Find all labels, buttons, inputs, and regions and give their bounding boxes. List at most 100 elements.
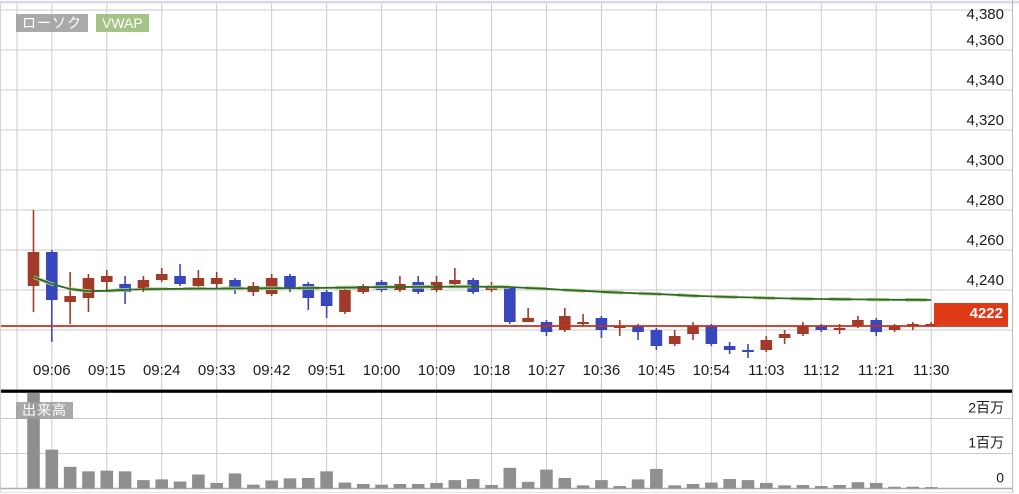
volume-bar [45, 449, 59, 489]
volume-bar [411, 483, 425, 489]
svg-text:10:09: 10:09 [418, 362, 456, 379]
svg-text:09:15: 09:15 [88, 362, 126, 379]
svg-text:10:18: 10:18 [473, 362, 511, 379]
volume-legend-badge: 出来高 [16, 402, 73, 419]
candle-body [558, 316, 571, 330]
svg-text:2百万: 2百万 [968, 400, 1004, 416]
candle-body [27, 252, 40, 286]
candle-body [64, 296, 76, 302]
svg-text:4,240: 4,240 [966, 272, 1004, 289]
svg-text:11:03: 11:03 [748, 362, 784, 379]
svg-text:4,340: 4,340 [966, 72, 1004, 89]
volume-bar [576, 485, 590, 489]
candlestick-legend-badge[interactable]: ローソク [16, 14, 88, 32]
candle-body [632, 326, 644, 332]
candle-body [723, 346, 736, 350]
volume-bar [356, 483, 370, 489]
candle-body [357, 286, 370, 292]
volume-bar [521, 481, 535, 489]
price-axis-labels: 4,380 4,360 4,340 4,320 4,300 4,280 4,260 4,240 [966, 6, 1004, 289]
volume-bars [27, 392, 938, 489]
volume-bar [741, 480, 755, 489]
svg-text:4,360: 4,360 [966, 32, 1004, 49]
candle-body [82, 278, 95, 298]
vwap-legend-badge[interactable]: VWAP [96, 14, 149, 32]
volume-bar [393, 483, 407, 489]
candle-body [907, 324, 919, 326]
svg-text:4,320: 4,320 [966, 112, 1004, 129]
volume-bar [338, 482, 352, 489]
svg-text:09:33: 09:33 [198, 362, 236, 379]
svg-text:09:06: 09:06 [33, 362, 71, 379]
candle-body [229, 280, 241, 290]
volume-bar [723, 479, 736, 489]
candle-body [815, 326, 828, 330]
volume-bar [247, 484, 260, 489]
volume-bar [558, 478, 572, 489]
svg-text:10:54: 10:54 [693, 362, 731, 379]
candle-body [449, 280, 461, 284]
candle-body [760, 340, 773, 350]
volume-axis-labels: 2百万 1百万 0 [968, 400, 1004, 486]
svg-text:09:24: 09:24 [143, 362, 181, 379]
volume-bar [888, 486, 901, 489]
candle-body [668, 336, 681, 344]
candle-body [925, 324, 937, 326]
volume-bar [851, 482, 865, 489]
volume-bar [650, 468, 663, 489]
volume-bar [613, 486, 627, 489]
candle-body [833, 328, 846, 330]
candle-body [265, 278, 278, 294]
volume-bar [137, 480, 150, 489]
svg-text:09:51: 09:51 [308, 362, 346, 379]
candle-body [797, 326, 809, 334]
volume-bar [375, 484, 388, 489]
candle-body [778, 334, 791, 338]
candle-body [504, 288, 516, 322]
volume-bar [869, 482, 883, 489]
svg-text:10:45: 10:45 [638, 362, 676, 379]
svg-text:11:12: 11:12 [803, 362, 839, 379]
svg-text:11:21: 11:21 [858, 362, 894, 379]
candle-body [705, 326, 718, 344]
volume-bar [118, 471, 132, 489]
candle-body [613, 326, 626, 328]
candle-body [595, 318, 608, 330]
volume-bar [503, 467, 517, 489]
candle-body [577, 322, 589, 324]
volume-bar [595, 480, 608, 489]
volume-bar [924, 487, 938, 489]
svg-text:1百万: 1百万 [968, 435, 1004, 451]
volume-bar [631, 479, 645, 489]
volume-bar [906, 486, 920, 489]
current-price-badge: 4222 [934, 303, 1008, 325]
candle-body [339, 290, 351, 312]
svg-text:10:00: 10:00 [363, 362, 401, 379]
volume-bar [796, 485, 810, 489]
time-gridlines [16, 3, 932, 489]
candle-body [522, 318, 534, 322]
volume-bar [320, 471, 333, 489]
volume-bar [485, 485, 498, 489]
candle-body [650, 330, 663, 346]
volume-bar [210, 482, 223, 489]
candle-body [320, 292, 333, 306]
candle-body [192, 278, 205, 286]
volume-bar [82, 471, 95, 489]
candle-body [210, 278, 223, 284]
candle-body [174, 276, 186, 284]
svg-text:4,380: 4,380 [966, 6, 1004, 23]
volume-bar [63, 466, 77, 489]
volume-bar [302, 478, 315, 489]
volume-bar [228, 473, 242, 489]
vwap-line [32, 275, 932, 302]
volume-bar [466, 479, 480, 489]
candle-body [302, 284, 315, 298]
volume-bar [540, 469, 553, 489]
time-axis-labels: 09:06 09:15 09:24 09:33 09:42 09:51 10:00 10:09… [33, 362, 949, 379]
candle-body [540, 322, 553, 332]
volume-bar [430, 482, 443, 489]
